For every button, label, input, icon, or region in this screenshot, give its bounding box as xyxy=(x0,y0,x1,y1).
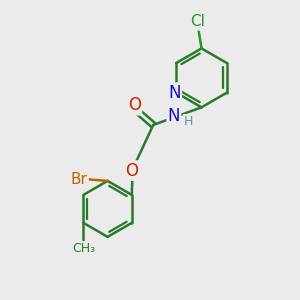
Text: N: N xyxy=(168,107,180,125)
Text: O: O xyxy=(128,96,141,114)
Text: Cl: Cl xyxy=(190,14,206,29)
Text: CH₃: CH₃ xyxy=(72,242,95,255)
Text: O: O xyxy=(125,162,138,180)
Text: N: N xyxy=(168,84,181,102)
Text: Br: Br xyxy=(70,172,88,187)
Text: H: H xyxy=(184,115,193,128)
